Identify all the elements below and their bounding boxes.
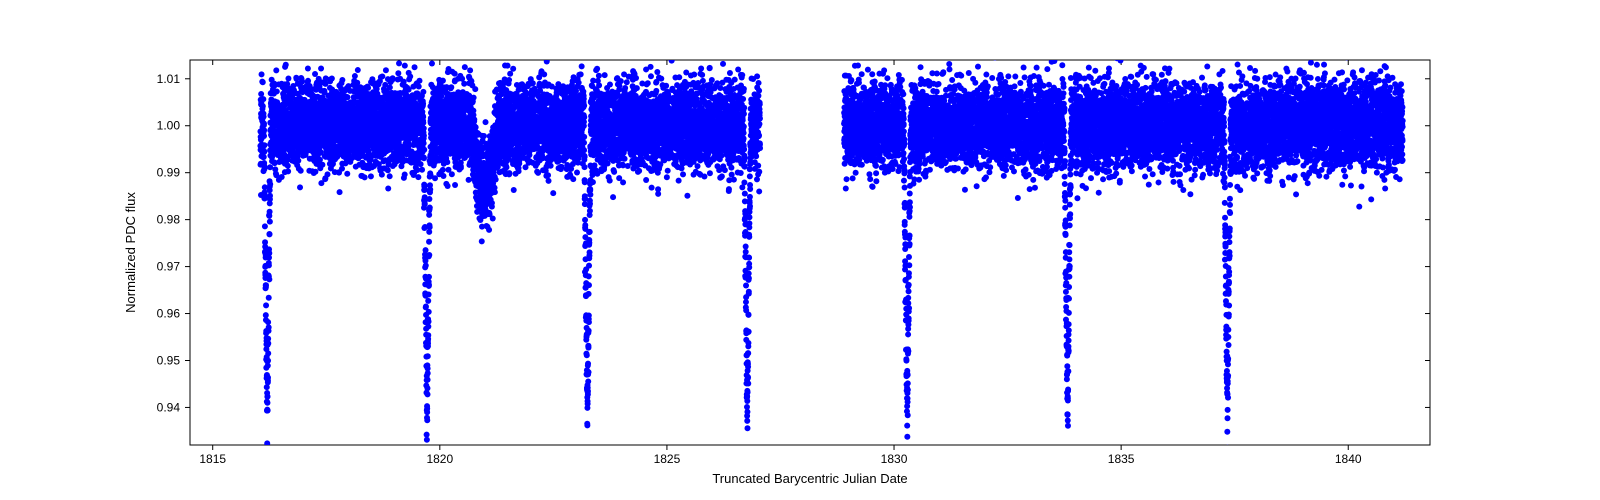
y-tick-label: 0.96	[157, 307, 181, 321]
y-tick-label: 0.94	[157, 400, 181, 414]
x-tick-label: 1825	[654, 452, 681, 466]
y-tick-label: 1.01	[157, 72, 181, 86]
x-tick-label: 1820	[426, 452, 453, 466]
scatter-series	[257, 50, 1405, 460]
chart-svg: 1815 1820 1825 1830 1835 1840 Truncated Baryce…	[0, 0, 1600, 500]
x-tick-label: 1815	[199, 452, 226, 466]
y-tick-label: 1.00	[157, 119, 181, 133]
y-tick-label: 0.99	[157, 166, 181, 180]
x-tick-label: 1840	[1335, 452, 1362, 466]
x-tick-label: 1835	[1108, 452, 1135, 466]
y-axis-label: Normalized PDC flux	[123, 192, 138, 313]
y-tick-label: 0.98	[157, 213, 181, 227]
y-tick-label: 0.97	[157, 260, 181, 274]
x-tick-label: 1830	[881, 452, 908, 466]
lightcurve-chart: 1815 1820 1825 1830 1835 1840 Truncated Baryce…	[0, 0, 1600, 500]
x-axis-label: Truncated Barycentric Julian Date	[712, 471, 907, 486]
y-tick-label: 0.95	[157, 353, 181, 367]
